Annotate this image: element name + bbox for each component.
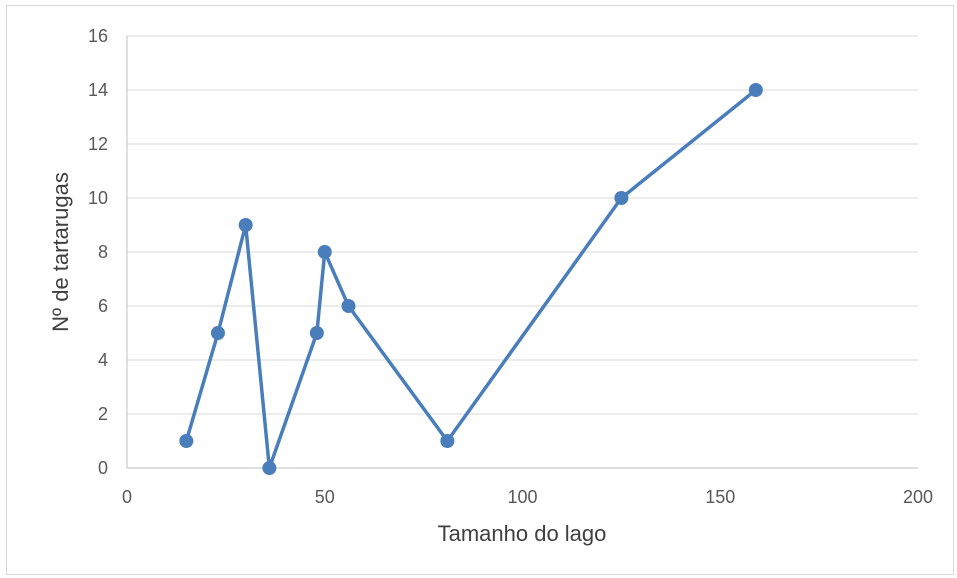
y-tick-label: 6: [98, 296, 108, 316]
data-point: [310, 326, 324, 340]
y-tick-label: 14: [88, 80, 108, 100]
x-tick-label: 0: [122, 487, 132, 507]
x-axis-title: Tamanho do lago: [438, 521, 607, 546]
data-point: [239, 218, 253, 232]
y-tick-labels: 0 2 4 6 8 10 12 14 16: [88, 26, 108, 478]
x-tick-label: 100: [507, 487, 537, 507]
data-point: [179, 434, 193, 448]
y-tick-label: 10: [88, 188, 108, 208]
data-point: [262, 461, 276, 475]
data-point: [318, 245, 332, 259]
y-tick-label: 16: [88, 26, 108, 46]
series-line: [186, 90, 756, 468]
data-point: [341, 299, 355, 313]
x-tick-label: 200: [903, 487, 933, 507]
y-axis-title: Nº de tartarugas: [48, 172, 73, 332]
x-tick-labels: 0 50 100 150 200: [122, 487, 933, 507]
x-tick-label: 150: [705, 487, 735, 507]
y-tick-label: 4: [98, 350, 108, 370]
y-tick-label: 0: [98, 458, 108, 478]
series-layer: [179, 83, 763, 475]
x-tick-label: 50: [315, 487, 335, 507]
y-tick-label: 2: [98, 404, 108, 424]
y-tick-label: 8: [98, 242, 108, 262]
data-point: [614, 191, 628, 205]
y-tick-label: 12: [88, 134, 108, 154]
data-point: [749, 83, 763, 97]
data-point: [211, 326, 225, 340]
data-point: [440, 434, 454, 448]
